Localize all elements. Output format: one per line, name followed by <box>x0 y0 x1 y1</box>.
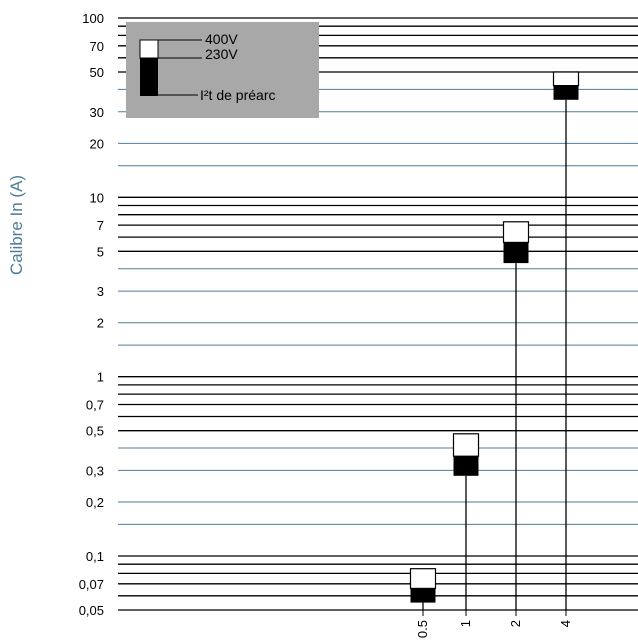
y-tick-labels: 100 70 50 30 20 10 7 5 3 2 1 0,7 0,5 0,3 0,2 0,1 0,07 0,0… <box>79 11 104 618</box>
y-tick-label: 2 <box>97 316 104 331</box>
bar-preart <box>553 85 579 100</box>
legend-label-preart: I²t de préarc <box>200 87 275 103</box>
y-tick-label: 0,1 <box>86 549 104 564</box>
y-tick-label: 3 <box>97 284 104 299</box>
y-tick-label: 10 <box>90 190 104 205</box>
legend: 400V 230V I²t de préarc <box>126 22 319 118</box>
y-tick-label: 0,7 <box>86 398 104 413</box>
x-tick-labels: 0.5 1 2 4 <box>415 610 573 638</box>
bar-400v <box>409 568 437 590</box>
y-tick-label: 0,2 <box>86 495 104 510</box>
y-tick-label: 5 <box>97 244 104 259</box>
x-tick-label: 4 <box>558 620 573 627</box>
y-tick-label: 20 <box>90 136 104 151</box>
y-tick-label: 0,07 <box>79 577 104 592</box>
bar-400v <box>552 71 580 87</box>
gridlines <box>118 17 638 611</box>
bars <box>409 71 580 610</box>
x-tick-label: 2 <box>508 620 523 627</box>
y-tick-label: 100 <box>82 11 104 26</box>
bar-400v <box>502 221 530 244</box>
bar-400v <box>452 433 480 457</box>
legend-label-230v: 230V <box>205 46 238 62</box>
legend-label-400v: 400V <box>205 31 238 47</box>
y-tick-label: 0,5 <box>86 424 104 439</box>
bar-preart <box>410 588 436 603</box>
legend-swatch-preart <box>140 76 158 96</box>
y-tick-label: 1 <box>97 370 104 385</box>
y-axis-title: Calibre In (A) <box>7 175 26 275</box>
y-tick-label: 0,05 <box>79 603 104 618</box>
x-tick-label: 0.5 <box>415 620 430 638</box>
y-tick-label: 70 <box>90 39 104 54</box>
legend-swatch-230v <box>140 58 158 76</box>
y-tick-label: 7 <box>97 218 104 233</box>
bar-preart <box>503 242 529 264</box>
y-tick-label: 30 <box>90 105 104 120</box>
y-tick-label: 50 <box>90 65 104 80</box>
legend-swatch-400v <box>139 39 159 59</box>
bar-preart <box>453 456 479 476</box>
legend-background <box>126 22 319 118</box>
y-tick-label: 0,3 <box>86 463 104 478</box>
x-tick-label: 1 <box>458 620 473 627</box>
